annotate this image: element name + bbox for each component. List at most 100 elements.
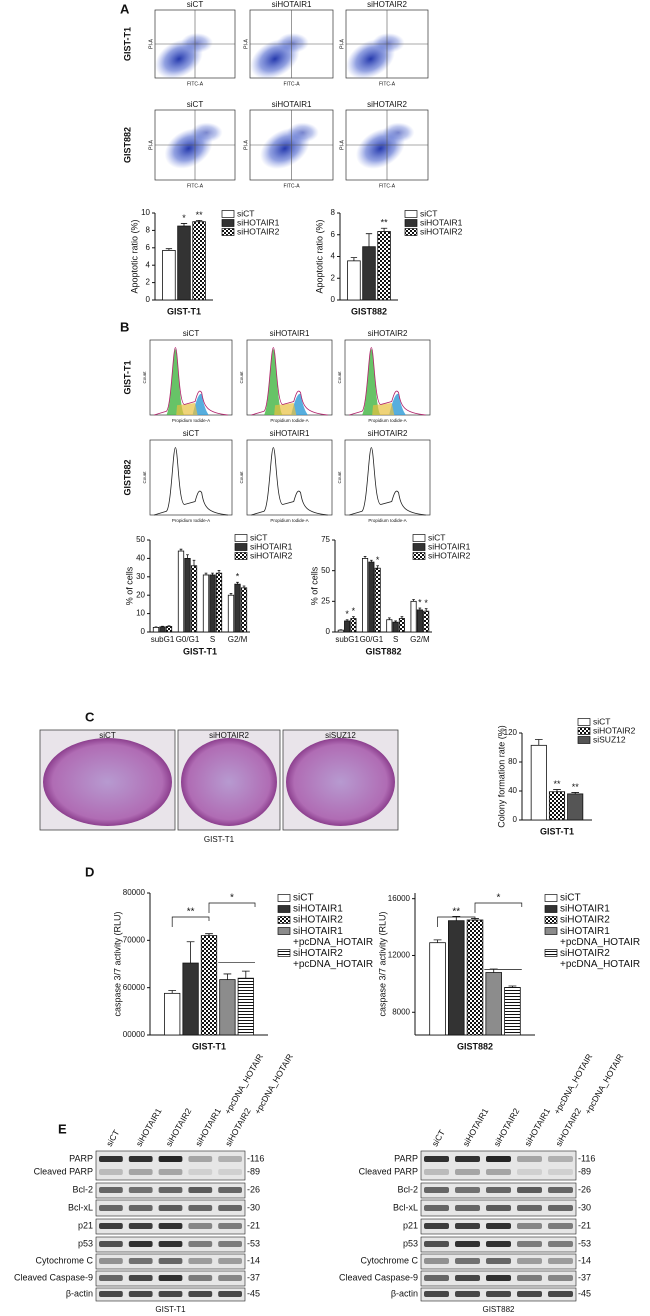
band: [218, 1205, 242, 1211]
band: [455, 1291, 480, 1297]
legend-swatch: [544, 894, 558, 902]
band: [486, 1291, 511, 1297]
significance: **: [187, 907, 195, 918]
significance: **: [196, 210, 204, 220]
band: [158, 1223, 183, 1229]
bar: [162, 250, 176, 301]
band: [188, 1291, 213, 1297]
bar: [567, 793, 584, 821]
band: [218, 1291, 242, 1297]
axis-label: Propidium Iodide-A: [270, 518, 308, 523]
legend-swatch: [404, 219, 418, 227]
y-tick-label: 0: [141, 627, 146, 636]
y-tick-label: 70000: [123, 935, 146, 944]
y-tick-label: 80000: [123, 888, 146, 897]
row-label: PARP: [69, 1153, 93, 1163]
legend-swatch: [412, 552, 426, 560]
legend-swatch: [234, 543, 248, 551]
g2-peak: [389, 393, 407, 415]
y-tick-label: 80: [508, 757, 517, 766]
axis-label: FITC-A: [283, 183, 300, 189]
row-label: Bcl-xL: [68, 1202, 93, 1212]
y-tick-label: 0: [513, 815, 518, 824]
dish: [181, 738, 277, 826]
axis-label: Propidium Iodide-A: [172, 418, 210, 423]
error-bar: [168, 990, 177, 994]
error-bar: [433, 939, 442, 943]
band: [548, 1223, 573, 1229]
band: [548, 1156, 573, 1162]
error-bar: [186, 941, 195, 964]
band: [99, 1275, 123, 1281]
row-label: GIST-T1: [122, 360, 132, 394]
y-tick-label: 4: [146, 260, 151, 269]
band: [548, 1258, 573, 1264]
significance: *: [345, 609, 349, 619]
mw-label: -30: [247, 1202, 260, 1212]
axis-label: FITC-A: [379, 81, 396, 87]
y-tick-label: 0: [331, 295, 336, 304]
legend-label: siHOTAIR2 +pcDNA_HOTAIR: [293, 948, 373, 970]
legend-label: siCT: [420, 208, 437, 218]
histogram: [153, 447, 228, 516]
y-axis-label: caspase 3/7 activity (RLU): [112, 911, 122, 1016]
plot-frame: [344, 439, 431, 516]
band: [158, 1187, 183, 1193]
error-bar: [571, 792, 580, 794]
mw-label: -30: [578, 1202, 591, 1212]
legend-swatch: [544, 927, 558, 935]
legend-swatch: [277, 927, 291, 935]
mw-label: -89: [578, 1166, 591, 1176]
y-tick-label: 2: [331, 273, 336, 282]
band: [128, 1258, 153, 1264]
significance: *: [352, 606, 356, 616]
error-bar: [167, 625, 171, 627]
bar: [227, 594, 235, 633]
photo-label: siCT: [99, 731, 116, 740]
bar: [504, 987, 521, 1036]
y-tick-label: 12000: [388, 951, 411, 960]
band: [158, 1205, 183, 1211]
bar: [347, 260, 361, 301]
histogram: [349, 447, 426, 516]
y-tick-label: 50: [136, 535, 145, 544]
bar: [448, 920, 465, 1036]
x-tick-label: G0/G1: [176, 635, 200, 644]
error-bar: [345, 619, 349, 621]
y-tick-label: 20: [136, 590, 145, 599]
plot-title: siHOTAIR1: [270, 329, 310, 338]
band: [128, 1241, 153, 1247]
mw-label: -116: [247, 1153, 264, 1163]
lane-label: siHOTAIR1: [461, 1106, 491, 1148]
bar: [240, 587, 248, 633]
x-tick-label: G2/M: [410, 635, 430, 644]
legend-swatch: [544, 916, 558, 924]
s-phase: [274, 403, 297, 415]
legend-swatch: [234, 534, 248, 542]
bar: [386, 619, 393, 633]
legend-swatch: [221, 228, 235, 236]
significance: *: [424, 598, 428, 608]
significance: **: [572, 782, 580, 792]
bar: [344, 620, 351, 633]
band: [99, 1187, 123, 1193]
band: [128, 1275, 153, 1281]
band: [486, 1169, 511, 1175]
y-tick-label: 00000: [123, 1030, 146, 1039]
axis-label: FITC-A: [379, 183, 396, 189]
plot-title: siCT: [183, 429, 200, 438]
x-axis-label: GIST882: [457, 1041, 493, 1051]
legend-swatch: [404, 210, 418, 218]
y-tick-label: 75: [321, 535, 330, 544]
s-phase: [176, 403, 198, 415]
plot-title: siHOTAIR2: [368, 329, 408, 338]
row-label: Cytochrome C: [35, 1255, 93, 1265]
error-bar: [553, 789, 561, 792]
x-tick-label: G0/G1: [360, 635, 384, 644]
panel-label: C: [85, 709, 95, 724]
y-tick-label: 120: [504, 728, 518, 737]
band: [486, 1241, 511, 1247]
mw-label: -26: [578, 1184, 591, 1194]
histogram: [153, 347, 228, 416]
